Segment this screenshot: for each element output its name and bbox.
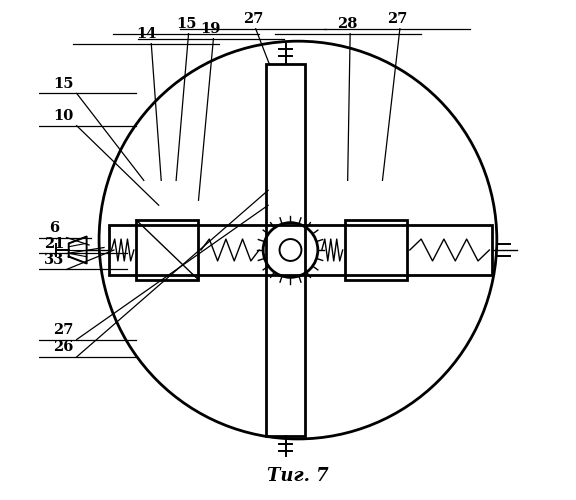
Text: 10: 10: [53, 109, 73, 123]
Text: 28: 28: [338, 17, 358, 31]
Text: 33: 33: [44, 253, 65, 267]
Bar: [137, 220, 199, 280]
Text: 26: 26: [53, 340, 74, 354]
Text: 27: 27: [243, 12, 263, 26]
Text: 14: 14: [136, 27, 157, 41]
Text: 15: 15: [53, 77, 74, 91]
Text: 19: 19: [201, 22, 221, 36]
Bar: [266, 64, 305, 436]
Text: 21: 21: [44, 237, 65, 251]
Text: 27: 27: [53, 323, 74, 337]
Bar: [109, 225, 492, 275]
Text: 15: 15: [176, 17, 196, 31]
Text: 27: 27: [387, 12, 408, 26]
Bar: [345, 220, 407, 280]
Text: 6: 6: [49, 221, 59, 235]
Text: Τиг. 7: Τиг. 7: [267, 467, 329, 485]
